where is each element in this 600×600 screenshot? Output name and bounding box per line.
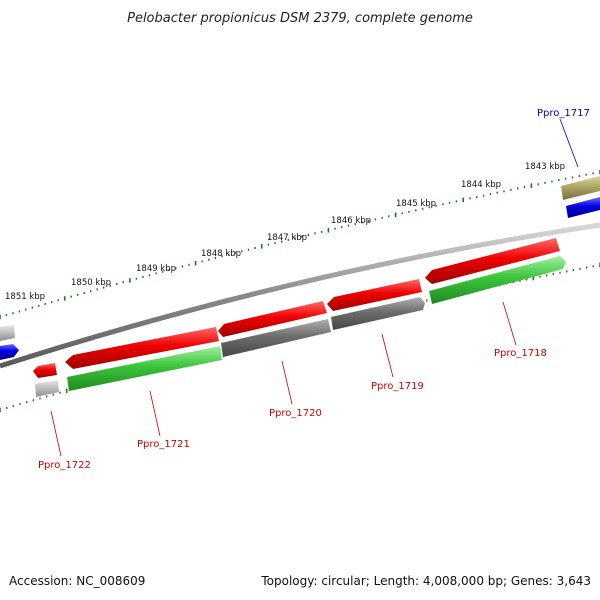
feature-ppro-1721-red[interactable] [65,327,219,369]
scale-label: 1850 kbp [71,278,111,288]
genome-summary-text: Topology: circular; Length: 4,008,000 bp… [260,574,591,588]
accession-text: Accession: NC_008609 [9,574,145,588]
feature-ppro-1720-gray[interactable] [221,319,331,357]
outer-scale-ring [0,169,600,320]
feature-left-gray[interactable] [0,325,15,341]
feature-ppro-1721-green[interactable] [67,346,222,391]
genome-backbone [0,222,600,369]
map-title: Pelobacter propionicus DSM 2379, complet… [127,11,473,26]
scale-label: 1846 kbp [331,216,371,226]
scale-label: 1843 kbp [525,162,565,172]
scale-label: 1849 kbp [136,264,176,274]
scale-labels: 1843 kbp 1844 kbp 1845 kbp 1846 kbp 1847… [5,162,565,302]
gene-label-ppro-1721[interactable]: Ppro_1721 [137,439,190,450]
feature-ppro-1722-red[interactable] [33,363,57,378]
scale-label: 1845 kbp [396,199,436,209]
feature-ppro-1720-red[interactable] [218,301,327,337]
gene-label-ppro-1719[interactable]: Ppro_1719 [371,381,424,392]
feature-ppro-1719-red[interactable] [327,279,422,311]
scale-label: 1851 kbp [5,292,45,302]
scale-label: 1844 kbp [461,180,501,190]
gene-label-ppro-1717[interactable]: Ppro_1717 [537,108,590,119]
feature-ppro-1722-gray[interactable] [35,380,59,397]
feature-left-blue[interactable] [0,344,19,360]
feature-ppro-1717-blue[interactable] [566,197,600,218]
feature-ppro-1719-gray[interactable] [331,297,425,330]
gene-label-ppro-1720[interactable]: Ppro_1720 [269,408,322,419]
scale-label: 1848 kbp [201,249,241,259]
gene-label-ppro-1718[interactable]: Ppro_1718 [494,348,547,359]
feature-ppro-1718-green[interactable] [429,256,566,304]
scale-label: 1847 kbp [267,233,307,243]
gene-label-ppro-1722[interactable]: Ppro_1722 [38,460,91,471]
feature-ppro-1717-olive[interactable] [561,176,600,200]
gene-labels: Ppro_1717 Ppro_1718 Ppro_1719 Ppro_1720 … [38,108,590,471]
feature-ppro-1718-red[interactable] [425,238,560,284]
label-connectors [50,118,579,457]
